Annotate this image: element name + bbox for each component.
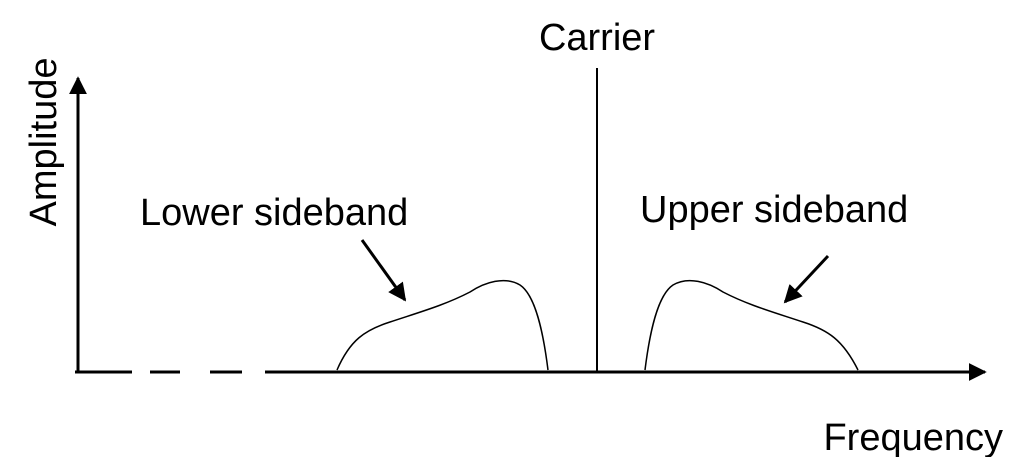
lower-sideband-curve	[336, 279, 549, 371]
upper-sideband-curve	[644, 279, 859, 371]
y-axis-label: Amplitude	[23, 58, 65, 227]
carrier-label: Carrier	[539, 17, 655, 59]
upper-arrow	[783, 254, 830, 304]
upper-sideband-label: Upper sideband	[640, 189, 908, 231]
lower-sideband-label: Lower sideband	[140, 192, 408, 234]
lower-arrow	[360, 239, 407, 302]
x-axis-label: Frequency	[823, 417, 1003, 457]
